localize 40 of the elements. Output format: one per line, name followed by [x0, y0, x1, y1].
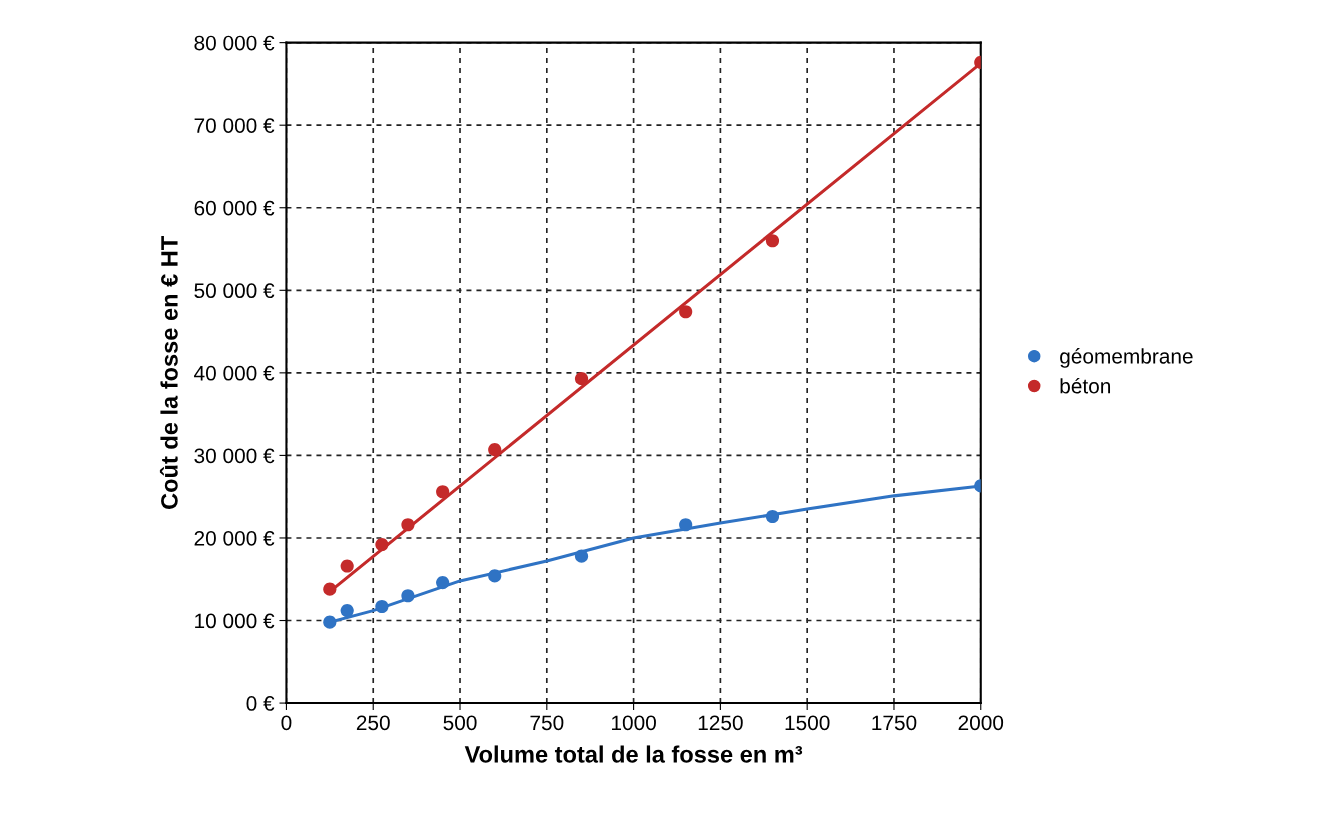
point	[375, 599, 389, 614]
x-tick-label: 1000	[612, 715, 656, 731]
y-tick-label: 30 000 €	[194, 448, 275, 464]
x-tick-label: 500	[443, 715, 477, 731]
point	[765, 509, 780, 524]
x-axis-title: Volume total de la fosse en m³	[464, 745, 803, 763]
y-tick-label: 10 000 €	[195, 613, 275, 629]
y-tick-label: 40 000 €	[194, 365, 275, 381]
point	[436, 575, 450, 590]
legend-label: géomembrane	[1060, 348, 1193, 368]
point	[488, 443, 502, 457]
point	[401, 518, 415, 532]
point	[574, 372, 589, 386]
point	[765, 234, 780, 248]
y-tick-label: 60 000 €	[194, 200, 275, 216]
x-tick-label: 1250	[698, 715, 743, 731]
point	[488, 569, 502, 583]
point	[323, 582, 337, 596]
point	[436, 485, 450, 499]
x-tick-label: 750	[530, 715, 564, 731]
y-axis-title: Coût de la fosse en € HT	[159, 236, 178, 509]
x-tick-label: 0	[281, 715, 292, 731]
x-tick-label: 2000	[958, 715, 1004, 731]
point	[679, 305, 693, 319]
y-tick-label: 50 000 €	[194, 283, 275, 299]
point	[679, 518, 693, 532]
y-tick-label: 20 000 €	[194, 530, 275, 546]
point	[401, 589, 415, 603]
y-tick-label: 0 €	[246, 696, 275, 711]
y-tick-label: 80 000 €	[194, 35, 275, 51]
point	[340, 559, 354, 573]
point	[574, 549, 589, 563]
point	[375, 537, 389, 552]
x-tick-label: 1500	[785, 715, 830, 731]
x-tick-label: 1750	[872, 715, 917, 731]
point	[323, 615, 337, 629]
x-tick-label: 250	[356, 715, 390, 731]
y-tick-label: 70 000 €	[194, 118, 275, 133]
point	[340, 604, 354, 618]
legend-label: béton	[1060, 377, 1111, 394]
